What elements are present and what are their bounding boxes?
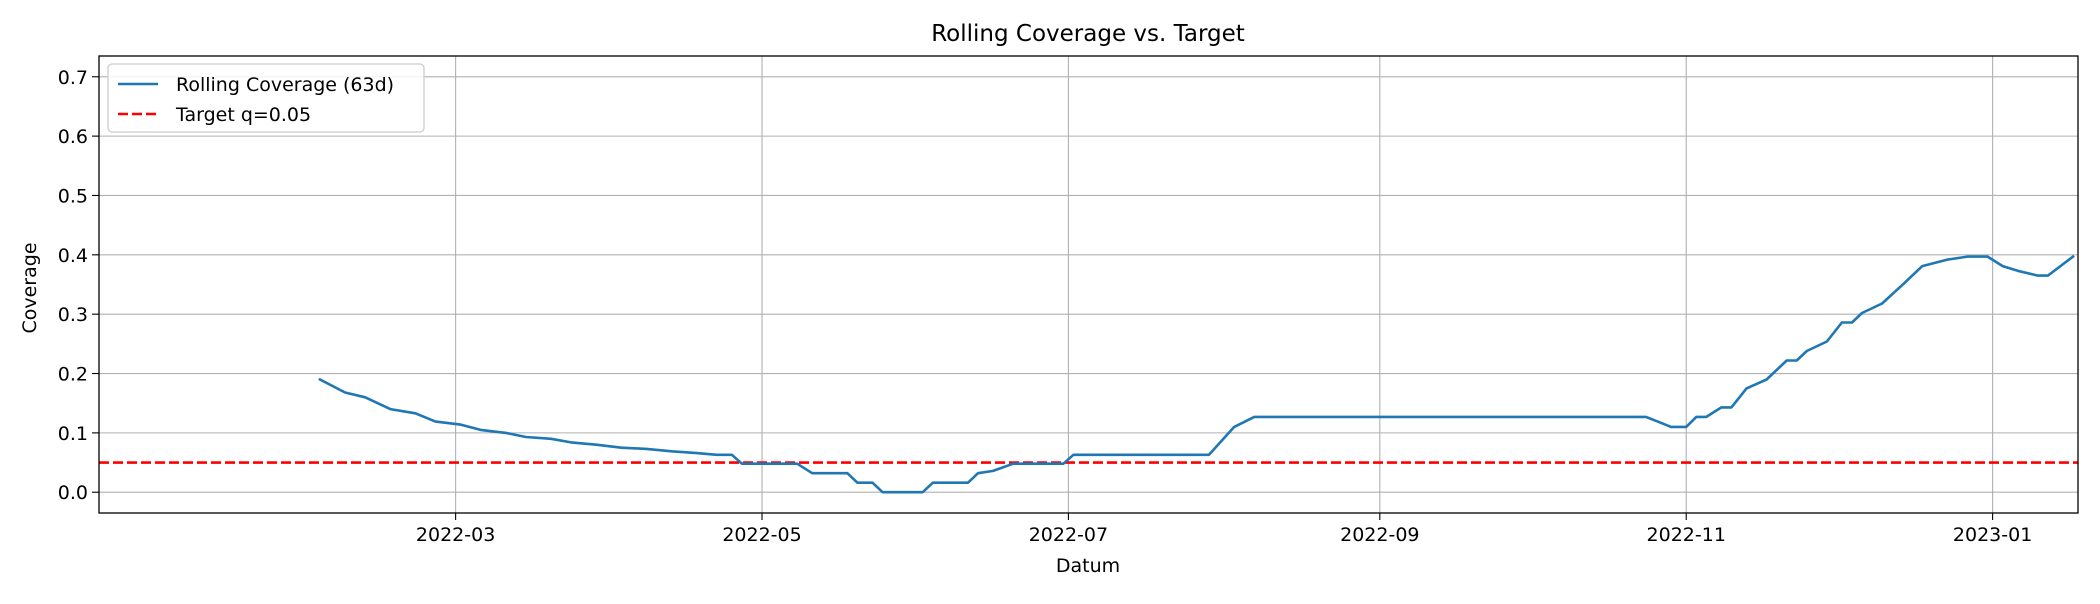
y-tick-label: 0.5: [58, 185, 88, 207]
x-tick-label: 2023-01: [1953, 524, 2032, 546]
coverage-series-line: [318, 254, 2075, 494]
plot-frame: [98, 55, 2079, 514]
y-tick-label: 0.7: [58, 67, 88, 89]
y-tick-label: 0.6: [58, 126, 88, 148]
y-axis-label: Coverage: [19, 242, 41, 333]
axis-ticks: 2022-03 2022-05 2022-07 2022-09 2022-11 2023-…: [58, 67, 2033, 546]
x-tick-label: 2022-03: [416, 524, 495, 546]
x-tick-label: 2022-07: [1029, 524, 1108, 546]
legend: Rolling Coverage (63d) Target q=0.05: [107, 63, 425, 133]
y-tick-label: 0.0: [58, 482, 88, 504]
grid-lines: [99, 56, 2078, 513]
x-tick-label: 2022-09: [1340, 524, 1419, 546]
x-axis-label: Datum: [1056, 555, 1120, 577]
chart-title: Rolling Coverage vs. Target: [931, 21, 1245, 47]
y-tick-label: 0.3: [58, 304, 88, 326]
x-tick-label: 2022-11: [1647, 524, 1726, 546]
series-layer: [318, 254, 2075, 494]
x-tick-label: 2022-05: [722, 524, 801, 546]
y-tick-label: 0.1: [58, 423, 88, 445]
y-tick-label: 0.2: [58, 364, 88, 386]
y-tick-label: 0.4: [58, 245, 88, 267]
legend-box: [107, 63, 425, 133]
legend-label-target: Target q=0.05: [175, 104, 311, 126]
legend-label-coverage: Rolling Coverage (63d): [176, 74, 394, 96]
